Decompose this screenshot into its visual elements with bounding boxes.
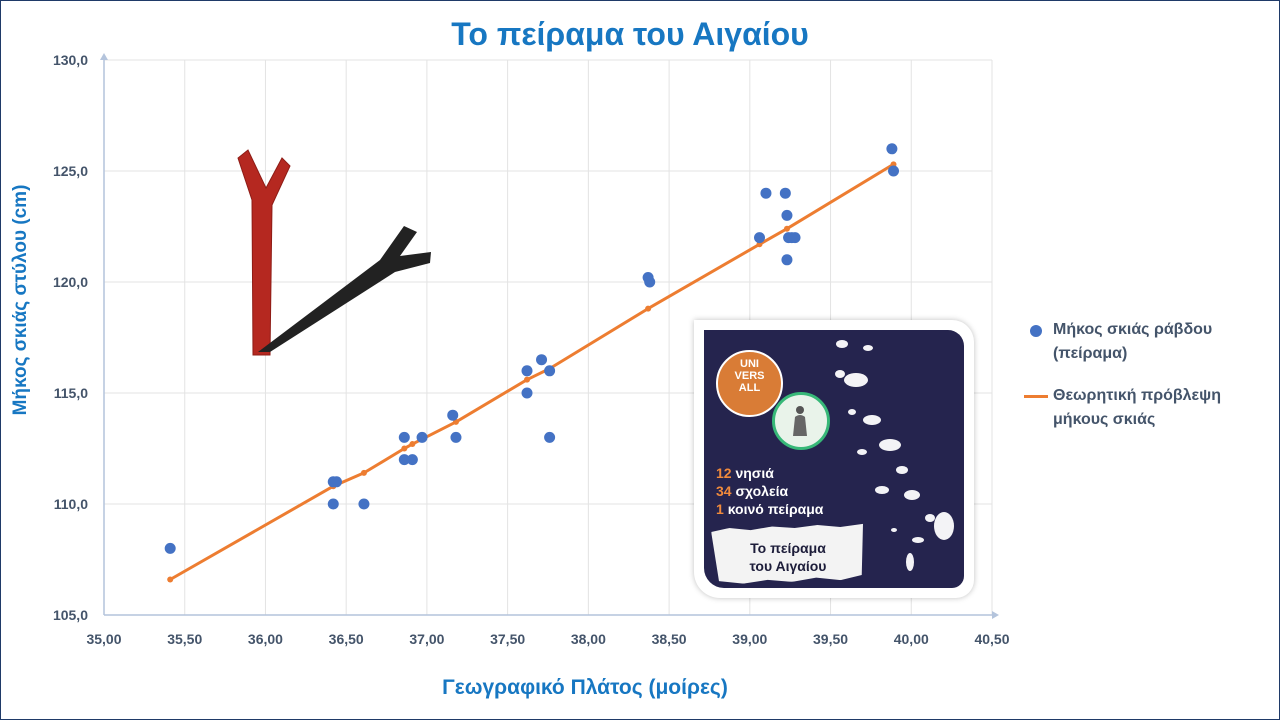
aegean-experiment-poster: UNI VERS ALL (694, 320, 974, 598)
theory-point (360, 469, 367, 476)
fact-islands: 12 νησιά (716, 465, 774, 481)
y-tick-label: 125,0 (53, 163, 88, 179)
x-axis-label: Γεωγραφικό Πλάτος (μοίρες) (442, 676, 728, 699)
experiment-point (450, 431, 462, 443)
experiment-point (327, 498, 339, 510)
y-tick-label: 105,0 (53, 607, 88, 623)
experiment-point (544, 365, 556, 377)
experiment-point (521, 365, 533, 377)
x-tick-label: 40,50 (974, 631, 1009, 647)
theory-line (169, 163, 895, 581)
poster-caption: Το πείραμα του Αιγαίου (749, 540, 827, 574)
stick-illustration (237, 149, 431, 356)
experiment-point (398, 431, 410, 443)
legend-dot-icon (1030, 325, 1042, 337)
poster-background: UNI VERS ALL (704, 330, 964, 588)
experiment-point (644, 276, 656, 288)
theory-point (645, 305, 652, 312)
chart-title: Το πείραμα του Αιγαίου (451, 16, 809, 52)
experiment-point (781, 254, 793, 266)
experiment-point (779, 187, 791, 199)
theory-point (409, 441, 416, 448)
legend: Μήκος σκιάς ράβδου (πείραμα) Θεωρητική π… (1024, 318, 1258, 450)
experiment-point (754, 232, 766, 244)
x-axis-arrow-icon (992, 611, 999, 619)
x-tick-label: 38,50 (652, 631, 687, 647)
y-tick-label: 130,0 (53, 52, 88, 68)
experiment-point (544, 431, 556, 443)
experiment-point (789, 232, 801, 244)
aegean-islands-map-icon (835, 340, 954, 571)
experiment-point (416, 431, 428, 443)
legend-item-theory: Θεωρητική πρόβλεψη μήκους σκιάς (1024, 384, 1258, 432)
y-tick-label: 120,0 (53, 274, 88, 290)
experiment-point (886, 143, 898, 155)
y-tick-label: 110,0 (54, 496, 88, 512)
x-tick-label: 37,50 (490, 631, 525, 647)
experiment-point (406, 454, 418, 466)
tick-labels: 35,00 35,50 36,00 36,50 37,00 37,50 38,00 38,50… (53, 52, 1010, 647)
x-tick-label: 36,50 (329, 631, 364, 647)
y-axis-label: Μήκος σκιάς στύλου (cm) (10, 184, 31, 416)
experiment-point (760, 187, 772, 199)
experiment-point (164, 542, 176, 554)
experiment-point (521, 387, 533, 399)
experiment-point (781, 209, 793, 221)
fact-schools: 34 σχολεία (716, 483, 789, 499)
theory-point (401, 445, 408, 452)
x-tick-label: 39,50 (813, 631, 848, 647)
universall-logo: UNI VERS ALL (716, 350, 783, 417)
x-tick-label: 35,00 (86, 631, 121, 647)
fact-experiment: 1 κοινό πείραμα (716, 501, 824, 517)
experiment-point (447, 409, 459, 421)
axes (100, 53, 999, 619)
x-tick-label: 40,00 (894, 631, 929, 647)
x-tick-label: 38,00 (571, 631, 606, 647)
poster-facts: 12 νησιά 34 σχολεία 1 κοινό πείραμα (716, 464, 823, 518)
experiment-point (888, 165, 900, 177)
theory-point (167, 576, 174, 583)
theory-point (783, 225, 790, 232)
theory-point (524, 376, 531, 383)
university-seal-icon (772, 392, 830, 450)
red-forked-stick-icon (237, 149, 291, 356)
x-tick-label: 39,00 (732, 631, 767, 647)
x-tick-label: 36,00 (248, 631, 283, 647)
experiment-points (164, 143, 900, 554)
experiment-point (398, 454, 410, 466)
experiment-point (330, 476, 342, 488)
x-tick-label: 37,00 (409, 631, 444, 647)
y-axis-arrow-icon (100, 53, 108, 60)
y-tick-label: 115,0 (54, 385, 88, 401)
legend-line-icon (1024, 395, 1048, 398)
x-tick-label: 35,50 (167, 631, 202, 647)
legend-item-experiment: Μήκος σκιάς ράβδου (πείραμα) (1028, 318, 1258, 366)
experiment-point (536, 354, 548, 366)
black-forked-stick-icon (258, 226, 431, 352)
experiment-point (358, 498, 370, 510)
